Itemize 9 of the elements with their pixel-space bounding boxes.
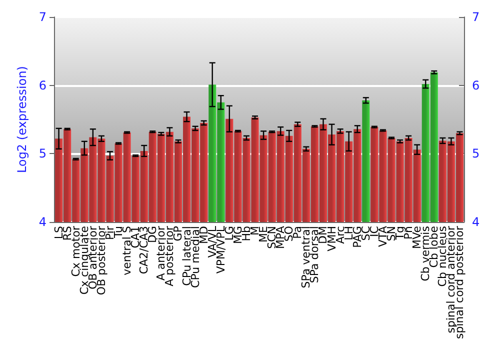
y-tick-label: 4: [38, 215, 47, 230]
y2-tick-label: 5: [472, 146, 480, 161]
y2-tick-label: 4: [472, 215, 480, 230]
y-tick-label: 7: [38, 10, 47, 24]
y2-tick-label: 6: [472, 78, 480, 92]
y-axis-title: Log2 (expression): [15, 66, 29, 174]
y2-tick-label: 7: [472, 10, 480, 24]
y-tick-label: 6: [38, 78, 47, 92]
y-tick-label: 5: [38, 146, 47, 161]
